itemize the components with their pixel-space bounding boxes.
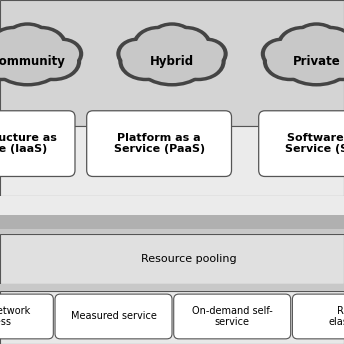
FancyBboxPatch shape xyxy=(174,294,291,339)
Ellipse shape xyxy=(41,37,83,70)
Ellipse shape xyxy=(292,22,341,60)
Ellipse shape xyxy=(189,41,224,67)
FancyBboxPatch shape xyxy=(0,196,344,215)
Text: Measured service: Measured service xyxy=(71,311,157,322)
Ellipse shape xyxy=(26,42,81,81)
Text: Platform as a
Service (PaaS): Platform as a Service (PaaS) xyxy=(114,133,205,154)
Ellipse shape xyxy=(330,37,344,70)
Ellipse shape xyxy=(277,31,344,86)
Ellipse shape xyxy=(304,26,344,65)
Ellipse shape xyxy=(261,37,303,70)
Ellipse shape xyxy=(281,34,344,83)
Ellipse shape xyxy=(160,26,212,65)
Ellipse shape xyxy=(315,42,344,81)
Ellipse shape xyxy=(118,42,173,81)
Text: Software as a
Service (SaaS): Software as a Service (SaaS) xyxy=(284,133,344,154)
Ellipse shape xyxy=(120,41,155,67)
Ellipse shape xyxy=(132,31,212,86)
Ellipse shape xyxy=(3,22,52,60)
Ellipse shape xyxy=(164,29,208,62)
Ellipse shape xyxy=(136,34,208,83)
Ellipse shape xyxy=(263,42,318,81)
Ellipse shape xyxy=(0,34,63,83)
Ellipse shape xyxy=(116,37,159,70)
Ellipse shape xyxy=(30,45,77,78)
Ellipse shape xyxy=(171,42,226,81)
Ellipse shape xyxy=(0,31,67,86)
Text: Private: Private xyxy=(293,55,340,68)
FancyBboxPatch shape xyxy=(0,291,344,344)
Ellipse shape xyxy=(136,29,180,62)
Text: Infrastructure as
Service (IaaS): Infrastructure as Service (IaaS) xyxy=(0,133,56,154)
Ellipse shape xyxy=(147,22,197,60)
Ellipse shape xyxy=(45,41,79,67)
Ellipse shape xyxy=(0,45,25,78)
Ellipse shape xyxy=(296,26,337,56)
Ellipse shape xyxy=(267,45,314,78)
Ellipse shape xyxy=(185,37,228,70)
Ellipse shape xyxy=(281,29,325,62)
Ellipse shape xyxy=(0,41,10,67)
Text: Resource pooling: Resource pooling xyxy=(141,254,237,264)
Text: Hybrid: Hybrid xyxy=(150,55,194,68)
FancyBboxPatch shape xyxy=(55,294,172,339)
Ellipse shape xyxy=(308,29,344,62)
FancyBboxPatch shape xyxy=(0,234,344,284)
Ellipse shape xyxy=(0,26,40,65)
Ellipse shape xyxy=(277,26,329,65)
Ellipse shape xyxy=(132,26,184,65)
Ellipse shape xyxy=(15,26,67,65)
FancyBboxPatch shape xyxy=(292,294,344,339)
FancyBboxPatch shape xyxy=(0,284,344,291)
FancyBboxPatch shape xyxy=(0,294,53,339)
Ellipse shape xyxy=(151,26,193,56)
Ellipse shape xyxy=(334,41,344,67)
FancyBboxPatch shape xyxy=(0,229,344,234)
Text: Broad network
access: Broad network access xyxy=(0,306,31,327)
FancyBboxPatch shape xyxy=(0,111,75,176)
Text: Community: Community xyxy=(0,55,65,68)
Ellipse shape xyxy=(0,37,14,70)
Text: On-demand self-
service: On-demand self- service xyxy=(192,306,272,327)
FancyBboxPatch shape xyxy=(87,111,232,176)
Ellipse shape xyxy=(7,26,48,56)
Ellipse shape xyxy=(265,41,299,67)
Ellipse shape xyxy=(0,42,29,81)
Ellipse shape xyxy=(175,45,222,78)
Ellipse shape xyxy=(19,29,63,62)
FancyBboxPatch shape xyxy=(0,0,344,126)
FancyBboxPatch shape xyxy=(0,126,344,196)
Ellipse shape xyxy=(319,45,344,78)
FancyBboxPatch shape xyxy=(0,215,344,229)
FancyBboxPatch shape xyxy=(259,111,344,176)
Text: Rapid
elasticity: Rapid elasticity xyxy=(329,306,344,327)
Ellipse shape xyxy=(0,29,36,62)
Ellipse shape xyxy=(122,45,169,78)
